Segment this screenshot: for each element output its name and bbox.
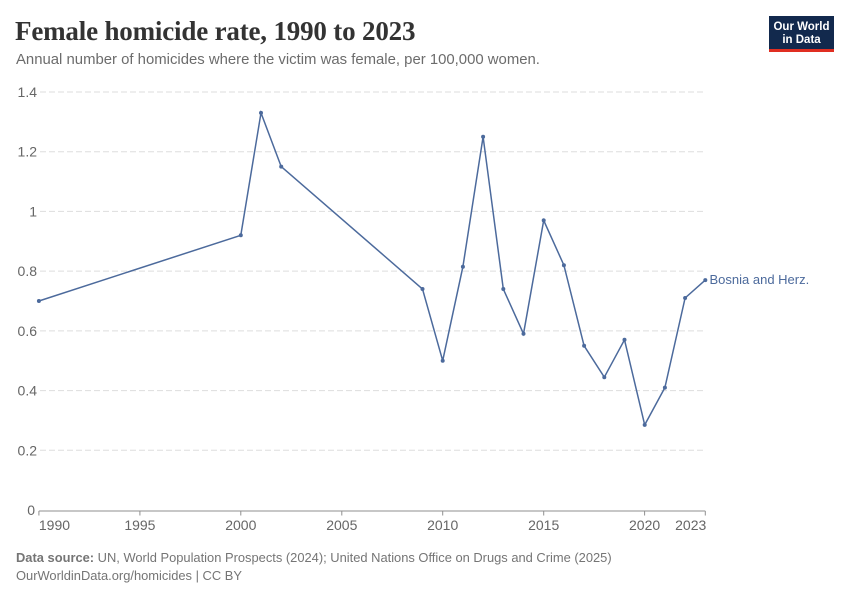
svg-text:2005: 2005 — [326, 517, 357, 533]
svg-text:1.4: 1.4 — [18, 84, 38, 100]
svg-text:2000: 2000 — [225, 517, 256, 533]
svg-text:0.6: 0.6 — [18, 323, 38, 339]
svg-text:0.4: 0.4 — [18, 383, 38, 399]
svg-text:1990: 1990 — [39, 517, 70, 533]
svg-text:0.2: 0.2 — [18, 442, 38, 458]
svg-text:1.2: 1.2 — [18, 144, 38, 160]
svg-text:2020: 2020 — [629, 517, 660, 533]
svg-text:1995: 1995 — [124, 517, 155, 533]
svg-text:1: 1 — [29, 203, 37, 219]
svg-text:2023: 2023 — [675, 517, 706, 533]
svg-text:0.8: 0.8 — [18, 263, 38, 279]
svg-text:2015: 2015 — [528, 517, 559, 533]
svg-text:2010: 2010 — [427, 517, 458, 533]
svg-text:Bosnia and Herz.: Bosnia and Herz. — [710, 272, 810, 287]
svg-text:0: 0 — [27, 502, 35, 518]
